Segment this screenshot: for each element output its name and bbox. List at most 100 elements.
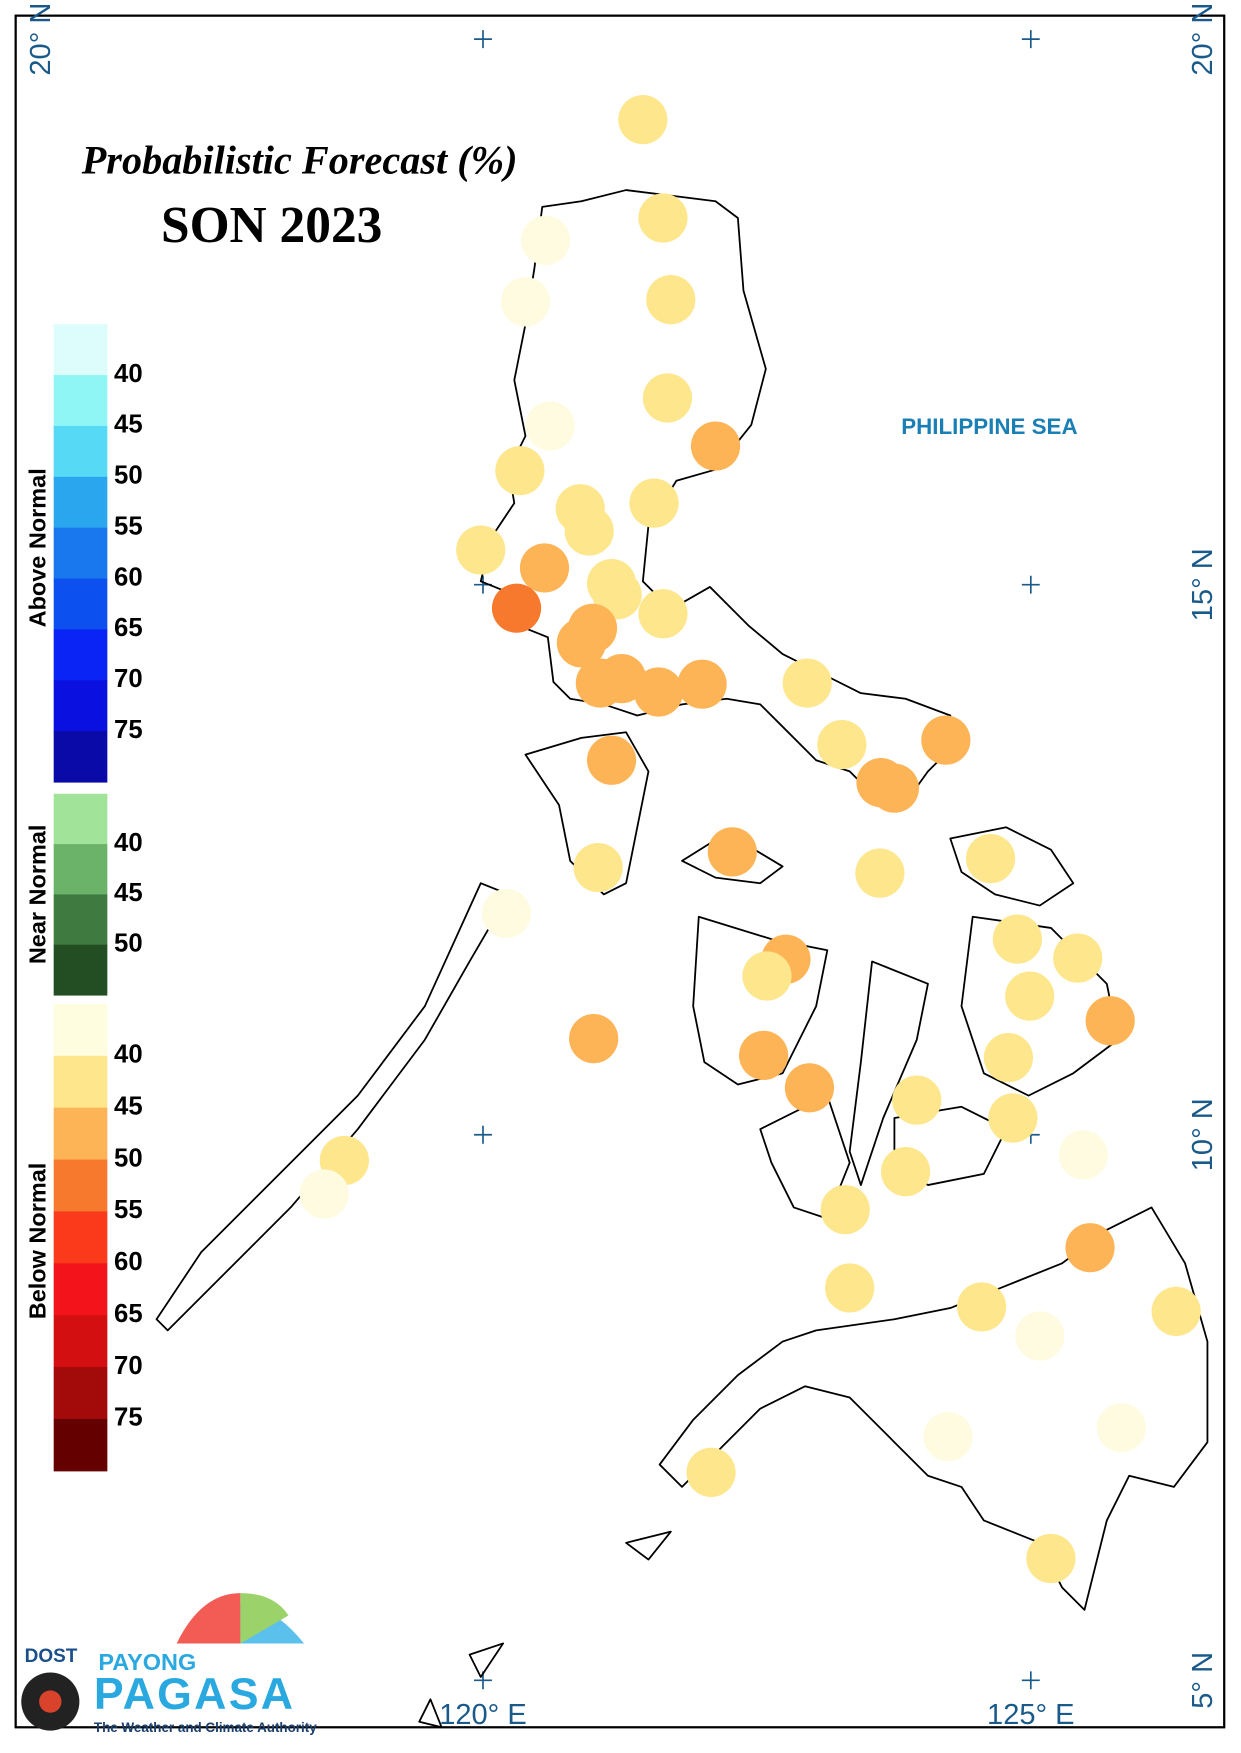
- station-dot: [586, 735, 637, 785]
- legend-label: 55: [114, 1196, 143, 1224]
- legend-label: 50: [114, 929, 143, 957]
- station-dot: [817, 719, 867, 770]
- legend-swatch: [53, 731, 108, 783]
- legend-label: 45: [114, 1092, 143, 1120]
- station-dot: [820, 1185, 870, 1235]
- station-dot: [921, 715, 971, 765]
- station-dot: [782, 658, 832, 708]
- station-dot: [686, 1447, 736, 1497]
- lon-label: 125° E: [987, 1699, 1075, 1731]
- map-subtitle: SON 2023: [161, 197, 382, 254]
- legend-swatch: [53, 425, 108, 478]
- station-dot: [525, 401, 575, 451]
- legend-group-title: Near Normal: [24, 825, 50, 965]
- station-dot: [299, 1169, 349, 1219]
- station-dot: [646, 275, 696, 325]
- legend-label: 75: [114, 716, 143, 744]
- station-dot: [633, 667, 684, 717]
- station-dot: [1065, 1223, 1115, 1273]
- station-dot: [1005, 971, 1055, 1021]
- lat-label: 20° N: [25, 3, 57, 76]
- station-dot: [1026, 1533, 1076, 1584]
- station-dot: [1015, 1311, 1065, 1361]
- sea-label: PHILIPPINE SEA: [901, 414, 1077, 439]
- legend-label: 50: [114, 1144, 143, 1172]
- logo-line2: PAGASA: [94, 1670, 295, 1719]
- station-markers: [299, 95, 1201, 1584]
- station-dot: [569, 1014, 619, 1064]
- station-dot: [519, 543, 570, 593]
- legend-swatch: [53, 1159, 108, 1213]
- legend-swatch: [53, 629, 108, 681]
- legend-swatch: [53, 324, 108, 376]
- station-dot: [965, 834, 1016, 884]
- station-dot: [520, 215, 571, 265]
- legend-label: 60: [114, 563, 143, 591]
- station-dot: [495, 446, 545, 496]
- lon-label: 120° E: [439, 1699, 527, 1731]
- station-dot: [869, 763, 920, 813]
- legend-group-title: Above Normal: [24, 468, 50, 627]
- legend-swatch: [53, 894, 108, 946]
- station-dot: [983, 1033, 1034, 1083]
- legend-swatch: [53, 844, 108, 895]
- map-title: Probabilistic Forecast (%): [81, 138, 518, 183]
- station-dot: [880, 1147, 931, 1197]
- legend-swatch: [53, 944, 108, 996]
- station-dot: [988, 1093, 1038, 1143]
- legend-swatch: [53, 578, 108, 630]
- station-dot: [491, 583, 542, 633]
- logo-umbrella: [240, 1593, 289, 1644]
- legend-swatch: [53, 1367, 108, 1420]
- legend-swatch: [53, 375, 108, 427]
- station-dot: [573, 842, 623, 893]
- station-dot: [638, 193, 688, 243]
- station-dot: [739, 1030, 789, 1080]
- logo-seal: [39, 1690, 62, 1713]
- station-dot: [638, 589, 688, 639]
- legend-swatch: [53, 1211, 108, 1264]
- lat-label: 10° N: [1187, 1098, 1219, 1171]
- legend-swatch: [53, 1315, 108, 1368]
- station-dot: [456, 525, 506, 575]
- station-dot: [564, 506, 614, 556]
- station-dot: [784, 1063, 835, 1113]
- legend-swatch: [53, 1003, 108, 1057]
- legend-label: 50: [114, 462, 143, 490]
- legend-label: 55: [114, 512, 143, 540]
- legend-swatch: [53, 1263, 108, 1316]
- legend-swatch: [53, 1107, 108, 1161]
- logo: DOST PAYONG PAGASA The Weather and Clima…: [21, 1593, 317, 1735]
- station-dot: [892, 1075, 942, 1125]
- station-dot: [677, 659, 727, 709]
- station-dot: [855, 848, 905, 898]
- legend-label: 45: [114, 411, 143, 439]
- legend-label: 40: [114, 1041, 143, 1069]
- lat-label: 5° N: [1187, 1652, 1219, 1709]
- legend-label: 70: [114, 1352, 143, 1380]
- legend-swatch: [53, 476, 108, 529]
- logo-agency: DOST: [25, 1646, 78, 1667]
- station-dot: [690, 421, 741, 471]
- station-dot: [1053, 933, 1103, 983]
- station-dot: [1058, 1130, 1108, 1180]
- legend-label: 45: [114, 879, 143, 907]
- legend-label: 60: [114, 1248, 143, 1276]
- legend-label: 65: [114, 614, 143, 642]
- station-dot: [629, 478, 679, 528]
- legend-swatch: [53, 1055, 108, 1109]
- legend-swatch: [53, 793, 108, 845]
- legend-label: 65: [114, 1300, 143, 1328]
- lat-label: 20° N: [1187, 3, 1219, 76]
- station-dot: [597, 654, 647, 704]
- legend-group-title: Below Normal: [24, 1163, 50, 1320]
- station-dot: [742, 951, 792, 1001]
- station-dot: [923, 1412, 973, 1462]
- logo-tagline: The Weather and Climate Authority: [94, 1720, 317, 1735]
- station-dot: [642, 373, 693, 423]
- legend-label: 70: [114, 665, 143, 693]
- station-dot: [1085, 996, 1135, 1046]
- station-dot: [500, 277, 551, 327]
- station-dot: [556, 618, 606, 668]
